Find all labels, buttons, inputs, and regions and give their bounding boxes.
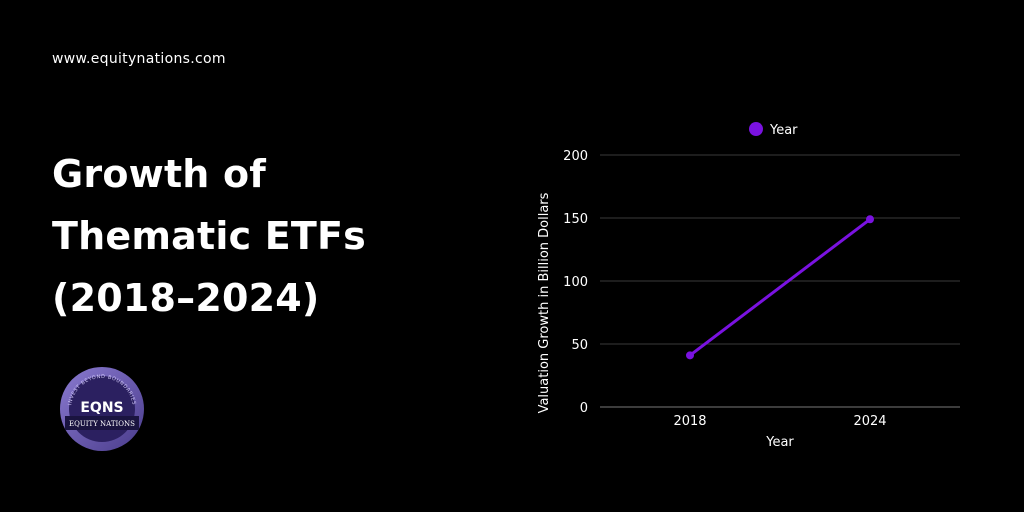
- line-chart: 0 50 100 150 200 2018 2024 Year Year Valuatio…: [537, 122, 960, 450]
- logo-mark: EQNS: [80, 400, 123, 416]
- legend-label: Year: [769, 123, 798, 138]
- title-line-3: (2018–2024): [52, 276, 320, 320]
- grid-lines: [600, 154, 960, 408]
- equity-nations-logo: INVEST BEYOND BOUNDARIES EQNS EQUITY NAT…: [57, 364, 147, 454]
- data-points: [686, 215, 874, 360]
- x-axis-label: Year: [765, 435, 794, 450]
- legend-swatch: [749, 122, 763, 136]
- y-tick-label: 0: [580, 401, 588, 416]
- y-tick-labels: 0 50 100 150 200: [563, 149, 588, 416]
- title-line-2: Thematic ETFs: [52, 214, 366, 258]
- y-axis-label: Valuation Growth in Billion Dollars: [537, 192, 552, 413]
- x-tick-labels: 2018 2024: [673, 414, 886, 429]
- logo-emblem: INVEST BEYOND BOUNDARIES EQNS EQUITY NAT…: [60, 367, 144, 451]
- website-url: www.equitynations.com: [52, 51, 226, 67]
- series-line: [689, 218, 871, 357]
- logo-banner: [65, 416, 139, 430]
- data-point[interactable]: [686, 351, 694, 360]
- y-tick-label: 100: [563, 275, 588, 290]
- page-title: Growth of Thematic ETFs (2018–2024): [52, 143, 472, 329]
- y-tick-label: 50: [571, 338, 588, 353]
- x-tick-label: 2018: [673, 414, 706, 429]
- y-tick-label: 200: [563, 149, 588, 164]
- logo-name: EQUITY NATIONS: [69, 420, 135, 428]
- title-line-1: Growth of: [52, 152, 267, 196]
- y-tick-label: 150: [563, 212, 588, 227]
- legend[interactable]: Year: [749, 122, 798, 138]
- x-tick-label: 2024: [853, 414, 886, 429]
- series-lines: [689, 218, 871, 357]
- data-point[interactable]: [866, 215, 874, 224]
